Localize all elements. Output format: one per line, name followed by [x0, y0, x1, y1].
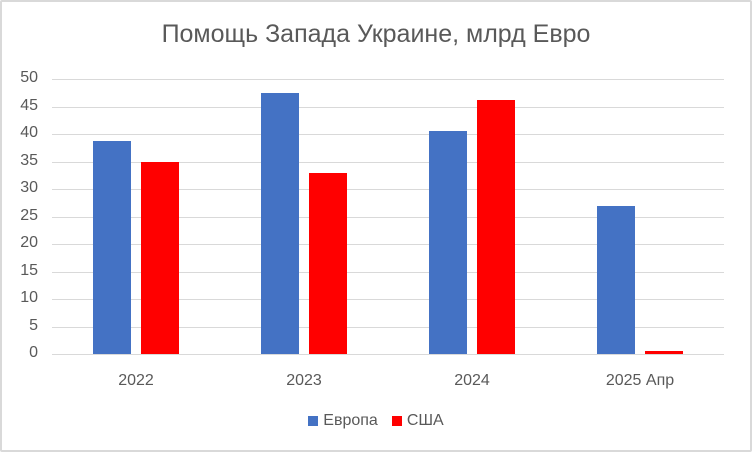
gridline [52, 217, 724, 218]
bar-usa-1 [309, 172, 347, 354]
legend-swatch-usa [391, 416, 402, 426]
chart-title: Помощь Запада Украине, млрд Евро [161, 20, 591, 48]
x-tick-label: 2024 [454, 372, 490, 389]
bar-usa-3 [645, 351, 683, 354]
bar-europe-3 [597, 205, 635, 354]
x-tick-label: 2023 [286, 372, 322, 389]
gridline [52, 134, 724, 135]
bar-europe-1 [261, 92, 299, 354]
x-tick-label: 2022 [118, 372, 154, 389]
gridline [52, 299, 724, 300]
gridline [52, 327, 724, 328]
gridline [52, 79, 724, 80]
y-tick-label: 0 [29, 344, 38, 361]
legend-swatch-europe [308, 416, 319, 426]
y-tick-label: 5 [29, 317, 38, 334]
gridline [52, 244, 724, 245]
gridline [52, 107, 724, 108]
legend-label-europe: Европа [323, 412, 378, 429]
bar-usa-0 [141, 161, 179, 354]
y-tick-label: 40 [20, 124, 38, 141]
legend-item-usa: США [391, 412, 444, 430]
legend-item-europe: Европа [308, 412, 378, 430]
legend-label-usa: США [406, 412, 444, 429]
legend: Европа США [0, 412, 752, 430]
y-tick-label: 35 [20, 152, 38, 169]
y-tick-label: 15 [20, 262, 38, 279]
bar-europe-0 [93, 141, 131, 354]
y-tick-label: 30 [20, 179, 38, 196]
gridline [52, 162, 724, 163]
gridline [52, 354, 724, 355]
x-tick-label: 2025 Апр [605, 372, 675, 389]
bar-usa-2 [477, 99, 515, 354]
bar-europe-2 [429, 131, 467, 354]
gridline [52, 272, 724, 273]
gridline [52, 189, 724, 190]
y-tick-label: 25 [20, 207, 38, 224]
y-tick-label: 20 [20, 234, 38, 251]
y-tick-label: 10 [20, 289, 38, 306]
y-tick-label: 45 [20, 97, 38, 114]
y-tick-label: 50 [20, 69, 38, 86]
